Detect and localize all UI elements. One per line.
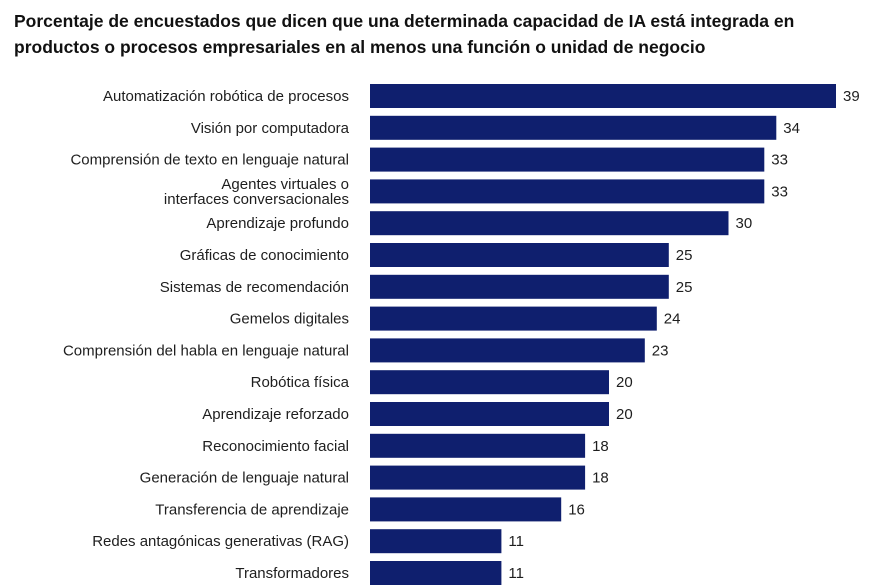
bar-4 bbox=[370, 179, 765, 204]
value-label-12: 18 bbox=[592, 438, 609, 455]
category-label-5: Aprendizaje profundo bbox=[206, 215, 349, 232]
bar-12 bbox=[370, 433, 586, 458]
bar-13 bbox=[370, 465, 586, 490]
category-label-16: Transformadores bbox=[235, 565, 349, 582]
bar-8 bbox=[370, 306, 657, 331]
category-label-9: Comprensión del habla en lenguaje natura… bbox=[63, 342, 349, 359]
category-labels: Automatización robótica de procesos Visió… bbox=[63, 88, 350, 582]
value-label-3: 33 bbox=[771, 152, 788, 169]
value-label-13: 18 bbox=[592, 470, 609, 487]
bar-16 bbox=[370, 561, 502, 585]
value-label-16: 11 bbox=[508, 565, 524, 582]
category-label-14: Transferencia de aprendizaje bbox=[155, 501, 349, 518]
bar-2 bbox=[370, 115, 777, 140]
value-label-1: 39 bbox=[843, 88, 860, 105]
value-label-5: 30 bbox=[736, 215, 753, 232]
category-label-10: Robótica física bbox=[251, 374, 350, 391]
bar-1 bbox=[370, 84, 836, 108]
bar-6 bbox=[370, 243, 669, 267]
category-label-1: Automatización robótica de procesos bbox=[103, 88, 349, 105]
value-label-2: 34 bbox=[783, 120, 800, 137]
category-label-15: Redes antagónicas generativas (RAG) bbox=[92, 533, 349, 550]
value-label-6: 25 bbox=[676, 247, 693, 264]
value-label-15: 11 bbox=[508, 533, 524, 550]
value-label-8: 24 bbox=[664, 311, 681, 328]
category-label-12: Reconocimiento facial bbox=[202, 438, 349, 455]
bar-11 bbox=[370, 402, 609, 426]
chart-title: Porcentaje de encuestados que dicen que … bbox=[14, 11, 795, 57]
bar-9 bbox=[370, 338, 645, 363]
category-label-11: Aprendizaje reforzado bbox=[202, 406, 349, 423]
value-label-14: 16 bbox=[568, 501, 585, 518]
value-labels: 39 34 33 33 30 25 25 24 23 20 20 18 18 16 11 11 bbox=[508, 88, 859, 582]
bar-7 bbox=[370, 274, 669, 299]
bars bbox=[370, 84, 836, 585]
bar-15 bbox=[370, 529, 502, 554]
value-label-7: 25 bbox=[676, 279, 693, 296]
category-label-2: Visión por computadora bbox=[191, 120, 350, 137]
value-label-10: 20 bbox=[616, 374, 633, 391]
category-label-6: Gráficas de conocimiento bbox=[180, 247, 349, 264]
bar-3 bbox=[370, 147, 765, 172]
bar-10 bbox=[370, 370, 609, 395]
category-label-8: Gemelos digitales bbox=[230, 311, 349, 328]
bar-5 bbox=[370, 211, 729, 236]
value-label-4: 33 bbox=[771, 183, 788, 200]
value-label-9: 23 bbox=[652, 342, 669, 359]
bar-14 bbox=[370, 497, 562, 522]
category-label-13: Generación de lenguaje natural bbox=[140, 470, 349, 487]
category-label-4: Agentes virtuales o interfaces conversaci… bbox=[164, 176, 349, 208]
value-label-11: 20 bbox=[616, 406, 633, 423]
category-label-7: Sistemas de recomendación bbox=[160, 279, 349, 296]
category-label-3: Comprensión de texto en lenguaje natural bbox=[70, 152, 349, 169]
